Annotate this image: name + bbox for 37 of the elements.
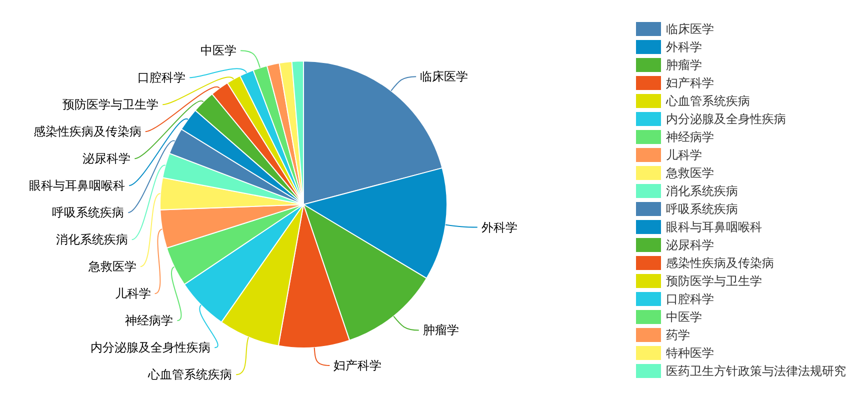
slice-label: 心血管系统疾病 xyxy=(147,368,232,382)
slice-label: 感染性疾病及传染病 xyxy=(33,124,142,139)
slice-label: 内分泌腺及全身性疾病 xyxy=(90,340,211,355)
legend-label: 预防医学与卫生学 xyxy=(666,274,762,288)
slice-label: 眼科与耳鼻咽喉科 xyxy=(29,178,126,193)
slice-label: 呼吸系统疾病 xyxy=(52,206,124,220)
slice-label: 儿科学 xyxy=(114,286,151,301)
slice-label: 神经病学 xyxy=(125,314,174,328)
slice-label: 泌尿科学 xyxy=(82,152,131,166)
slice-label: 临床医学 xyxy=(420,70,468,84)
legend-label: 泌尿科学 xyxy=(666,238,714,252)
legend-label: 外科学 xyxy=(666,40,702,54)
legend-label: 特种医学 xyxy=(666,346,714,360)
slice-label: 急救医学 xyxy=(87,260,136,274)
legend-label: 眼科与耳鼻咽喉科 xyxy=(666,220,762,234)
legend-label: 消化系统疾病 xyxy=(666,184,738,198)
legend-label: 心血管系统疾病 xyxy=(665,94,750,108)
legend-label: 口腔科学 xyxy=(666,292,714,306)
legend-label: 医药卫生方针政策与法律法规研究 xyxy=(666,364,846,378)
slice-label: 中医学 xyxy=(200,44,237,58)
legend-label: 肿瘤学 xyxy=(666,58,702,72)
slice-label: 预防医学与卫生学 xyxy=(62,98,159,112)
slice-label: 外科学 xyxy=(481,220,518,234)
legend-label: 急救医学 xyxy=(665,166,714,180)
legend-label: 药学 xyxy=(666,328,690,342)
legend-label: 妇产科学 xyxy=(666,76,714,90)
legend-label: 感染性疾病及传染病 xyxy=(666,256,774,270)
slice-label: 消化系统疾病 xyxy=(56,232,128,247)
legend-label: 儿科学 xyxy=(666,148,702,162)
legend-label: 神经病学 xyxy=(666,130,714,144)
legend-label: 临床医学 xyxy=(666,22,714,36)
slice-label: 肿瘤学 xyxy=(422,323,459,338)
legend-label: 中医学 xyxy=(666,310,702,324)
legend-label: 内分泌腺及全身性疾病 xyxy=(666,112,786,126)
slice-label: 口腔科学 xyxy=(138,70,186,85)
slice-label: 妇产科学 xyxy=(334,358,382,373)
legend-label: 呼吸系统疾病 xyxy=(666,202,738,216)
